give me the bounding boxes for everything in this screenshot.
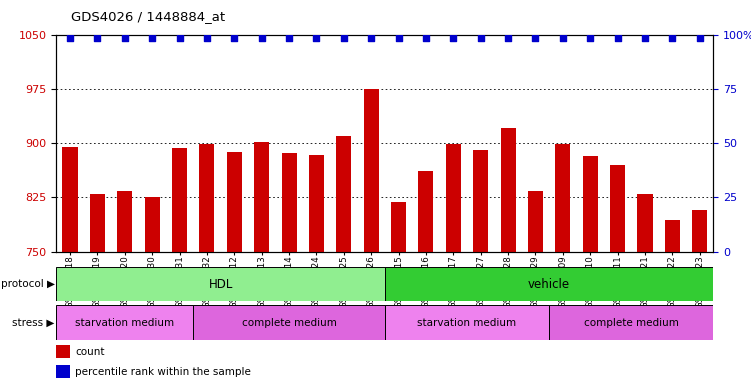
- Bar: [172, 148, 187, 252]
- Point: [255, 35, 267, 41]
- Bar: [391, 202, 406, 252]
- Bar: [199, 144, 215, 252]
- Point: [228, 35, 240, 41]
- Point: [119, 35, 131, 41]
- Point: [556, 35, 569, 41]
- Bar: [692, 210, 707, 252]
- Bar: [227, 152, 242, 252]
- Point: [475, 35, 487, 41]
- Bar: [90, 194, 105, 252]
- Bar: [363, 89, 379, 252]
- Point: [310, 35, 322, 41]
- Bar: [501, 128, 516, 252]
- Point: [146, 35, 158, 41]
- Text: HDL: HDL: [209, 278, 233, 291]
- Bar: [282, 153, 297, 252]
- Point: [173, 35, 185, 41]
- Bar: [610, 166, 625, 252]
- Point: [420, 35, 432, 41]
- Text: stress ▶: stress ▶: [12, 318, 55, 328]
- Point: [529, 35, 541, 41]
- Text: starvation medium: starvation medium: [75, 318, 174, 328]
- Bar: [583, 156, 598, 252]
- Point: [64, 35, 76, 41]
- Point: [201, 35, 213, 41]
- Bar: [418, 170, 433, 252]
- Bar: [665, 220, 680, 252]
- Text: protocol ▶: protocol ▶: [1, 279, 55, 289]
- Point: [283, 35, 295, 41]
- Point: [694, 35, 706, 41]
- Point: [666, 35, 678, 41]
- Bar: [62, 147, 77, 252]
- Text: GDS4026 / 1448884_at: GDS4026 / 1448884_at: [71, 10, 225, 23]
- Bar: [555, 144, 571, 252]
- Bar: [56, 267, 385, 301]
- Point: [393, 35, 405, 41]
- Bar: [309, 156, 324, 252]
- Text: percentile rank within the sample: percentile rank within the sample: [75, 367, 251, 377]
- Bar: [549, 305, 713, 340]
- Point: [338, 35, 350, 41]
- Bar: [56, 305, 193, 340]
- Point: [639, 35, 651, 41]
- Point: [584, 35, 596, 41]
- Bar: [336, 136, 351, 252]
- Text: complete medium: complete medium: [242, 318, 336, 328]
- Bar: [117, 192, 132, 252]
- Text: count: count: [75, 347, 104, 357]
- Bar: [385, 305, 549, 340]
- Point: [611, 35, 623, 41]
- Point: [365, 35, 377, 41]
- Bar: [254, 142, 269, 252]
- Bar: [638, 194, 653, 252]
- Text: vehicle: vehicle: [528, 278, 570, 291]
- Point: [448, 35, 460, 41]
- Text: starvation medium: starvation medium: [418, 318, 517, 328]
- Bar: [145, 197, 160, 252]
- Bar: [446, 144, 461, 252]
- Bar: [473, 150, 488, 252]
- Bar: [193, 305, 385, 340]
- Text: complete medium: complete medium: [584, 318, 679, 328]
- Point: [92, 35, 104, 41]
- Point: [502, 35, 514, 41]
- Bar: [528, 192, 543, 252]
- Bar: [385, 267, 713, 301]
